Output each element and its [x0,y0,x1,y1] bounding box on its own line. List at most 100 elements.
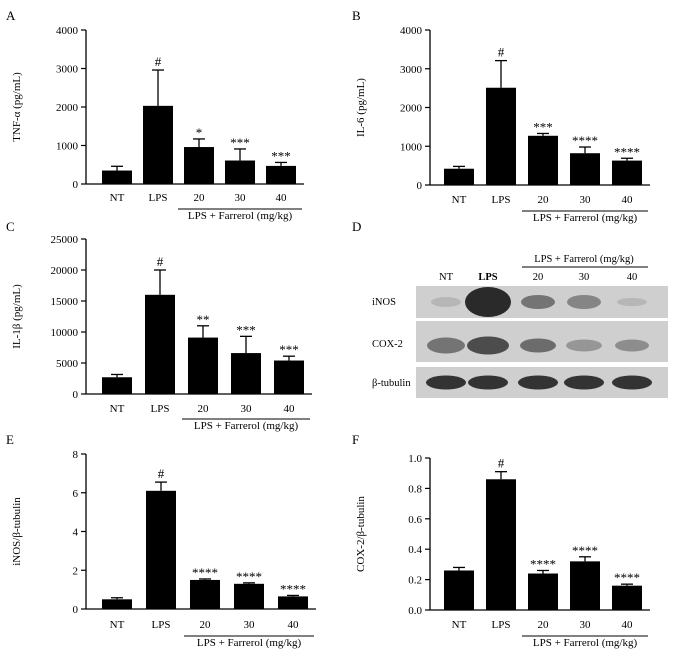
bar-40 [612,585,642,610]
bar-lps [486,479,516,610]
bar-nt [102,170,132,184]
band-tubulin-30 [564,375,604,390]
significance-mark: *** [279,342,299,357]
y-tick-label: 0.4 [408,544,422,556]
panel-letter: A [6,8,16,23]
treatment-label: LPS + Farrerol (mg/kg) [194,420,299,432]
y-tick-label: 1.0 [408,453,422,465]
y-axis-label: iNOS/β-tubulin [11,497,23,566]
y-axis-label: IL-1β (pg/mL) [11,284,23,349]
bar-20 [528,135,558,185]
y-tick-label: 2 [73,565,79,577]
y-axis-label: COX-2/β-tubulin [355,496,367,572]
category-label: 40 [622,619,634,631]
significance-mark: * [196,125,203,140]
y-tick-label: 1000 [56,141,79,153]
significance-mark: **** [572,133,598,148]
y-tick-label: 3000 [400,64,423,76]
y-axis-label: TNF-α (pg/mL) [11,72,23,142]
y-tick-label: 3000 [56,64,79,76]
bar-20 [184,147,214,184]
band-inos-40 [617,298,647,306]
bar-30 [234,583,264,609]
category-label: 40 [288,619,300,631]
significance-mark: *** [533,119,553,134]
category-label: 30 [580,194,592,206]
lane-label: NT [439,272,454,283]
bar-20 [188,337,218,394]
category-label: NT [452,619,467,631]
bar-30 [570,153,600,185]
chart-panel-a: A 0 1000 2000 3000 4000 TNF-α (pg/mL) NT # LPS * 20… [6,8,304,222]
band-tubulin-nt [426,375,466,390]
chart-panel-e: E 0 2 4 6 8 iNOS/β-tubulin NT # LPS **** 20 **** 30 **… [6,432,316,649]
category-label: 30 [235,192,247,204]
band-tubulin-lps [468,375,508,390]
category-label: 20 [200,619,212,631]
significance-mark: *** [271,148,291,163]
bar-lps [486,87,516,185]
panel-letter: D [352,219,361,234]
treatment-label: LPS + Farrerol (mg/kg) [533,637,638,649]
category-label: 20 [538,619,550,631]
bar-30 [225,160,255,184]
treatment-label: LPS + Farrerol (mg/kg) [188,210,293,222]
panel-letter: C [6,219,15,234]
significance-mark: ** [197,312,210,327]
bar-40 [612,160,642,185]
significance-mark: *** [236,322,256,337]
band-inos-30 [567,295,601,309]
significance-mark: # [155,54,162,69]
bar-lps [145,294,175,394]
category-label: 40 [622,194,634,206]
significance-mark: **** [280,581,306,596]
y-tick-label: 0.0 [408,605,422,617]
blot-row-label: COX-2 [372,339,403,350]
significance-mark: # [157,254,164,269]
chart-panel-f: F 0.0 0.2 0.4 0.6 0.8 1.0 COX-2/β-tubulin NT # LPS… [352,432,650,649]
bar-nt [444,570,474,610]
band-cox2-30 [566,339,602,352]
band-cox2-lps [467,336,509,355]
category-label: 20 [538,194,550,206]
significance-mark: **** [614,570,640,585]
band-cox2-40 [615,339,649,352]
lane-label: 20 [533,272,544,283]
significance-mark: **** [192,565,218,580]
bar-lps [143,105,173,184]
category-label: 20 [198,403,210,415]
bar-nt [444,168,474,185]
blot-header: LPS + Farrerol (mg/kg) [534,254,634,265]
panel-letter: E [6,432,14,447]
category-label: NT [110,619,125,631]
category-label: NT [452,194,467,206]
y-tick-label: 0 [73,179,79,191]
y-tick-label: 6 [73,488,79,500]
y-tick-label: 0 [73,389,79,401]
y-tick-label: 2000 [400,103,423,115]
bar-nt [102,599,132,609]
y-tick-label: 25000 [51,234,79,246]
significance-mark: # [158,466,165,481]
y-tick-label: 0.6 [408,514,422,526]
blot-row-label: β-tubulin [372,378,411,389]
band-cox2-nt [427,337,465,354]
significance-mark: # [498,456,505,471]
significance-mark: **** [530,556,556,571]
bar-40 [266,165,296,184]
band-cox2-20 [520,338,556,353]
band-inos-20 [521,295,555,309]
y-tick-label: 20000 [51,265,79,277]
significance-mark: *** [230,135,250,150]
chart-panel-b: B 0 1000 2000 3000 4000 IL-6 (pg/mL) NT # LPS *** 2… [352,8,650,224]
band-tubulin-20 [518,375,558,390]
band-tubulin-40 [612,375,652,390]
y-tick-label: 4000 [400,25,423,37]
y-tick-label: 5000 [56,358,79,370]
treatment-label: LPS + Farrerol (mg/kg) [533,212,638,224]
category-label: LPS [149,192,168,204]
y-tick-label: 4 [73,527,79,539]
blot-panel-d: D LPS + Farrerol (mg/kg) NT LPS 20 30 40 iNOS CO… [352,219,668,398]
lane-label: LPS [478,272,497,283]
